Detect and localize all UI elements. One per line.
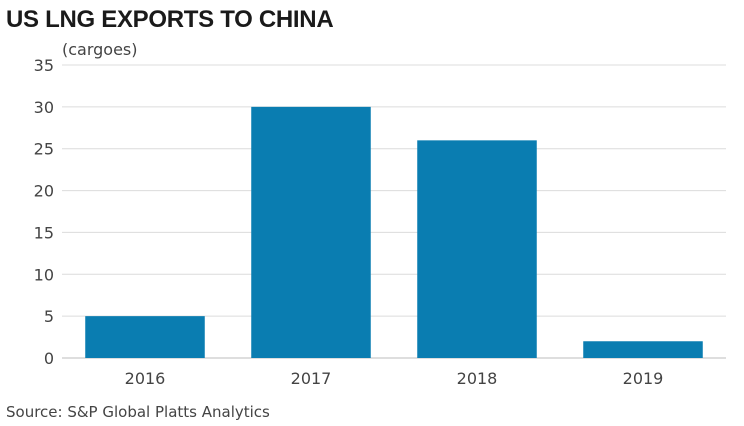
gridlines (62, 64, 726, 359)
bar-2018 (417, 140, 537, 358)
y-tick-label: 5 (44, 307, 54, 326)
y-tick-label: 35 (34, 56, 54, 75)
chart-title: US LNG EXPORTS TO CHINA (6, 6, 333, 33)
x-axis-ticks: 2016 2017 2018 2019 (125, 369, 664, 388)
y-tick-label: 25 (34, 140, 54, 159)
y-axis-unit-label: (cargoes) (62, 40, 138, 59)
x-tick-label: 2016 (125, 369, 166, 388)
bar-2017 (251, 106, 371, 358)
y-axis-ticks: 0 5 10 15 20 25 30 35 (34, 56, 54, 368)
bars (85, 106, 703, 358)
y-tick-label: 10 (34, 265, 54, 284)
y-tick-label: 15 (34, 223, 54, 242)
y-tick-label: 30 (34, 98, 54, 117)
y-tick-label: 20 (34, 182, 54, 201)
x-tick-label: 2017 (291, 369, 332, 388)
bar-2016 (85, 316, 205, 358)
x-tick-label: 2019 (623, 369, 664, 388)
x-tick-label: 2018 (457, 369, 498, 388)
y-tick-label: 0 (44, 349, 54, 368)
source-note: Source: S&P Global Platts Analytics (6, 403, 270, 421)
bar-2019 (583, 341, 703, 358)
